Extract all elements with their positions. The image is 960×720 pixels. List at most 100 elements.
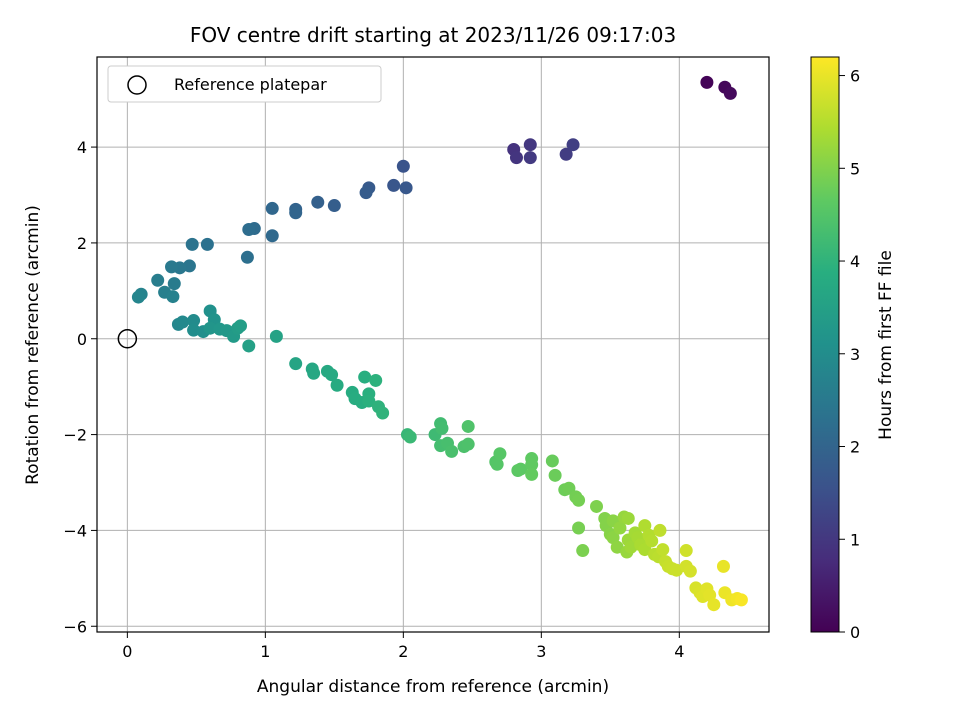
data-point: [359, 186, 373, 200]
colorbar-tick-label: 2: [850, 438, 860, 457]
data-point: [289, 357, 303, 371]
x-tick-label: 0: [122, 642, 132, 661]
data-point: [525, 458, 539, 472]
x-tick-label: 4: [674, 642, 684, 661]
colorbar-tick-label: 6: [850, 67, 860, 86]
plot-frame: [96, 56, 770, 633]
data-point: [590, 499, 604, 513]
data-point: [572, 493, 586, 507]
data-point: [330, 378, 344, 392]
data-point: [572, 521, 586, 535]
data-point: [396, 159, 410, 173]
data-point: [165, 260, 179, 274]
data-point: [307, 366, 321, 380]
data-point: [716, 559, 730, 573]
data-point: [242, 223, 256, 236]
legend: Reference platepar: [107, 65, 382, 103]
colorbar-ticks: 0 1 2 3 4 5 6: [839, 67, 860, 642]
legend-label: Reference platepar: [174, 75, 327, 94]
legend-marker-icon: [127, 75, 147, 95]
data-point: [187, 314, 201, 328]
data-point: [203, 321, 217, 335]
data-point: [182, 259, 196, 273]
data-point: [269, 329, 283, 343]
data-point: [187, 323, 201, 337]
data-point: [523, 138, 537, 152]
colorbar-tick-label: 4: [850, 252, 860, 271]
colorbar-tick-label: 0: [850, 623, 860, 642]
data-point: [493, 447, 507, 461]
chart-title: FOV centre drift starting at 2023/11/26 …: [190, 23, 676, 47]
y-tick-label: 2: [77, 234, 87, 253]
data-point: [700, 75, 714, 89]
y-tick-label: −6: [63, 617, 87, 636]
data-point: [265, 229, 279, 243]
y-tick-label: −2: [63, 426, 87, 445]
data-point: [362, 394, 376, 408]
data-point: [548, 468, 562, 482]
colorbar-tick-label: 3: [850, 345, 860, 364]
data-point: [166, 290, 180, 304]
data-point: [167, 277, 181, 291]
data-point: [653, 523, 667, 537]
data-point: [131, 290, 145, 304]
data-point: [707, 598, 721, 612]
reference-point: [117, 329, 138, 349]
data-point: [514, 462, 528, 476]
x-tick-label: 2: [398, 642, 408, 661]
data-point: [621, 511, 635, 525]
data-point: [461, 437, 475, 451]
x-axis-ticks: 0 1 2 3 4: [122, 632, 684, 661]
data-point: [576, 544, 590, 558]
data-point: [325, 368, 339, 382]
data-point: [679, 544, 693, 558]
data-point: [358, 370, 372, 384]
gridlines: [97, 57, 769, 632]
data-point: [369, 373, 383, 387]
data-point: [399, 181, 413, 195]
data-point: [734, 593, 748, 607]
colorbar-tick-label: 5: [850, 159, 860, 178]
colorbar-label: Hours from first FF file: [876, 250, 896, 440]
data-point: [289, 206, 303, 220]
data-point: [613, 521, 627, 535]
data-point: [559, 147, 573, 161]
data-point: [461, 419, 475, 433]
data-point: [545, 454, 559, 468]
data-point: [525, 467, 539, 481]
colorbar: [810, 56, 840, 633]
data-point: [490, 457, 504, 471]
data-point: [523, 151, 537, 165]
legend-box: [107, 65, 382, 103]
y-tick-label: 0: [77, 330, 87, 349]
data-point: [656, 543, 670, 557]
y-axis-label: Rotation from reference (arcmin): [23, 205, 43, 485]
data-point: [176, 315, 190, 329]
data-point: [265, 201, 279, 215]
data-point: [376, 406, 390, 420]
data-point: [311, 195, 325, 209]
data-point: [151, 273, 165, 287]
x-axis-label: Angular distance from reference (arcmin): [257, 677, 609, 697]
data-point: [387, 178, 401, 192]
x-tick-label: 1: [260, 642, 270, 661]
data-point: [723, 86, 737, 100]
colorbar-tick-label: 1: [850, 530, 860, 549]
data-point: [683, 564, 697, 578]
data-points: [131, 75, 748, 612]
data-point: [200, 237, 214, 251]
data-point: [185, 237, 199, 251]
data-point: [240, 250, 254, 264]
data-point: [242, 339, 256, 353]
data-point: [435, 421, 449, 435]
data-point: [403, 430, 417, 444]
data-point: [327, 199, 341, 213]
y-axis-ticks: −6 −4 −2 0 2 4: [63, 138, 97, 636]
y-tick-label: 4: [77, 138, 87, 157]
x-tick-label: 3: [536, 642, 546, 661]
data-point: [445, 444, 459, 458]
data-point: [566, 138, 580, 152]
data-point: [610, 540, 624, 554]
y-tick-label: −4: [63, 521, 87, 540]
